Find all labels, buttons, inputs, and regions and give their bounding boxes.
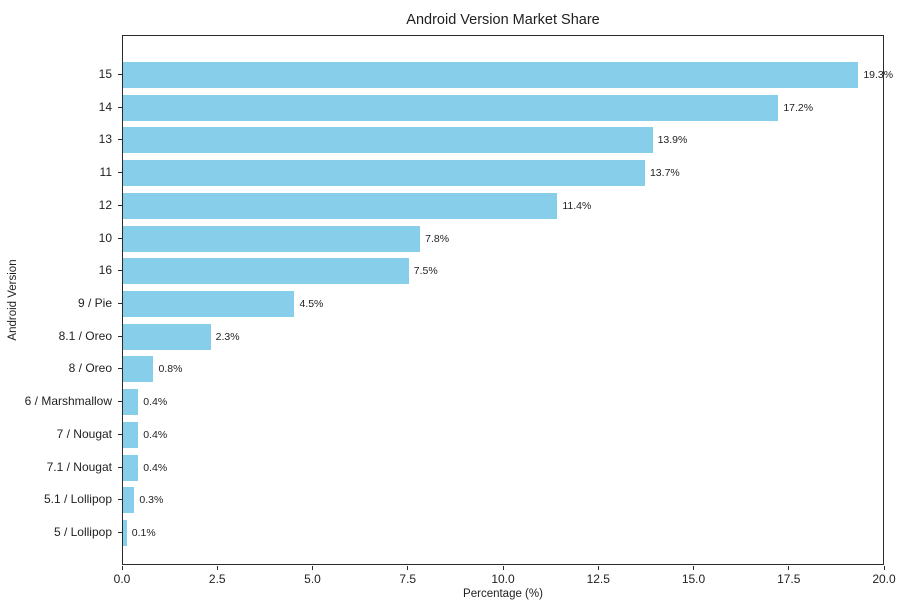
x-tick-label: 0.0 [113,572,131,586]
bar-value-label: 0.4% [143,396,168,409]
bar-value-label: 13.9% [657,134,688,147]
bar-value-label: 0.3% [139,494,164,507]
bar-16 [123,258,409,285]
chart-title: Android Version Market Share [406,12,600,28]
y-tick-label: 15 [98,67,112,81]
bar-5.1-lollipop [123,487,135,514]
y-tick-label: 14 [98,99,112,114]
bar-8-oreo [123,356,154,383]
x-tick-label: 12.5 [586,572,610,586]
y-tick-mark [118,172,122,174]
y-tick-mark [118,368,122,370]
bar-5-lollipop [123,519,127,546]
y-tick-mark [118,237,122,239]
y-tick-label: 9 / Pie [77,295,112,310]
x-tick-label: 15.0 [681,572,706,586]
x-tick-mark [788,566,790,570]
bar-10 [123,225,421,252]
bar-13 [123,127,653,154]
y-tick-label: 10 [98,230,112,245]
bar-7-nougat [123,421,139,448]
y-tick-mark [118,433,122,435]
y-tick-label: 8.1 / Oreo [58,328,112,343]
bar-12 [123,192,558,219]
x-tick-mark [312,566,313,570]
y-tick-mark [118,270,122,272]
y-tick-mark [118,531,122,533]
y-tick-label: 12 [98,197,112,212]
bar-value-label: 0.1% [131,526,156,539]
bar-value-label: 19.3% [863,69,894,81]
y-tick-mark [118,106,122,108]
x-tick-mark [407,566,409,570]
y-tick-mark [118,302,122,304]
y-tick-label: 16 [98,263,112,278]
x-tick-mark [121,566,123,570]
x-tick-mark [883,566,885,570]
x-tick-mark [693,566,694,570]
y-tick-label: 11 [99,165,112,180]
bar-value-label: 0.4% [143,428,168,441]
y-tick-mark [118,204,122,206]
bar-value-label: 11.4% [562,199,592,212]
y-tick-label: 6 / Marshmallow [24,394,112,409]
x-tick-mark [597,566,599,570]
x-tick-label: 5.0 [304,572,321,586]
x-tick-label: 7.5 [399,572,417,586]
y-tick-mark [118,139,122,141]
plot-area: 19.3% 17.2% 13.9% 13.7% 11.4% 7.8% 7.5% 4.5% 2.3… [122,35,893,565]
y-tick-label: 13 [98,132,112,147]
bar-value-label: 13.7% [649,167,680,180]
bar-value-label: 17.2% [783,101,814,114]
bar-11 [123,160,645,187]
x-tick-mark [216,566,218,570]
bar-15 [123,62,859,88]
bar-value-label: 7.5% [413,265,438,278]
bar-14 [123,94,779,121]
bar-value-label: 7.8% [425,232,450,245]
bar-value-label: 2.3% [215,330,240,343]
x-tick-mark [502,566,504,570]
x-tick-label: 10.0 [491,572,515,586]
bar-6-marshmallow [123,389,139,416]
bar-7.1-nougat [123,454,139,481]
y-tick-mark [118,466,122,468]
bar-value-label: 0.8% [158,363,183,376]
y-tick-label: 5 / Lollipop [53,524,112,539]
bar-value-label: 4.5% [299,297,324,310]
y-tick-mark [118,335,122,337]
y-tick-label: 5.1 / Lollipop [43,492,112,507]
x-tick-label: 2.5 [208,572,226,586]
y-tick-label: 8 / Oreo [68,361,112,376]
x-tick-label: 17.5 [777,572,801,586]
bar-value-label: 0.4% [143,461,168,474]
bar-9-pie [123,290,295,317]
y-tick-mark [118,401,122,403]
y-tick-label: 7 / Nougat [56,426,112,441]
x-tick-label: 20.0 [872,572,896,586]
y-tick-mark [118,499,122,501]
bar-8.1-oreo [123,323,211,350]
y-tick-label: 7.1 / Nougat [46,459,112,474]
x-axis-label: Percentage (%) [463,588,543,600]
y-tick-mark [118,74,122,75]
